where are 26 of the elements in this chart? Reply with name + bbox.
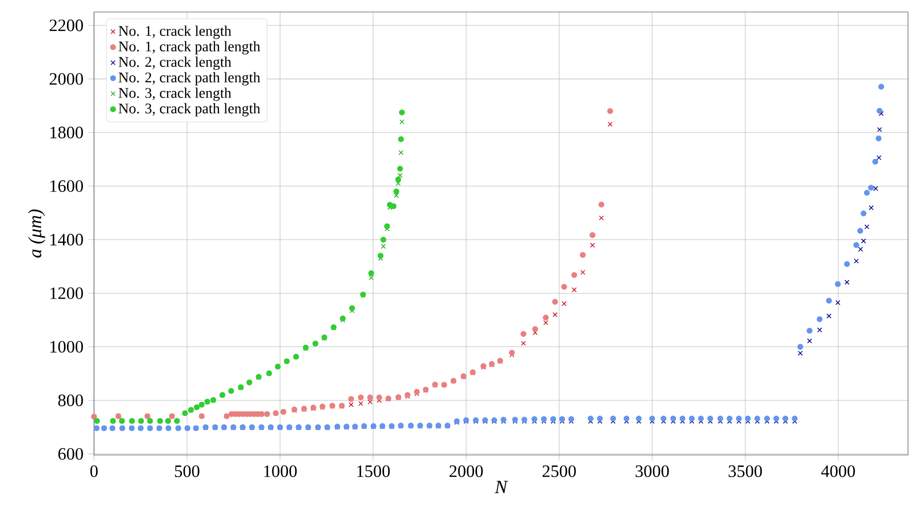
legend-label: No. 2, crack path length (118, 72, 260, 86)
y-tick-label: 1800 (50, 126, 83, 138)
legend-label: No. 1, crack length (118, 26, 232, 39)
legend-label: No. 1, crack path length (118, 41, 260, 54)
y-tick-label: 1200 (50, 287, 83, 300)
y-axis-title: a (μm) (28, 209, 46, 258)
x-tick-label: 2000 (450, 465, 483, 478)
legend-label: No. 2, crack length (118, 56, 232, 70)
y-tick-label: 2200 (50, 20, 83, 32)
x-tick-label: 500 (175, 465, 200, 478)
x-tick-label: 3500 (728, 465, 762, 478)
y-tick-label: 2000 (50, 73, 83, 85)
y-tick-label: 1600 (50, 180, 83, 192)
x-axis-title: N (494, 480, 508, 494)
x-tick-label: 0 (90, 465, 98, 478)
y-tick-label: 800 (58, 394, 83, 406)
x-tick-label: 1000 (264, 465, 297, 478)
y-tick-label: 600 (58, 448, 83, 460)
y-tick-label: 1400 (50, 234, 83, 246)
x-tick-label: 1500 (357, 465, 390, 478)
y-tick-label: 1000 (50, 340, 83, 353)
x-tick-label: 4000 (821, 465, 855, 478)
legend-label: No. 3, crack length (118, 88, 232, 101)
x-tick-label: 3000 (636, 465, 669, 478)
legend-label: No. 3, crack path length (118, 103, 260, 116)
x-tick-label: 2500 (542, 465, 576, 478)
